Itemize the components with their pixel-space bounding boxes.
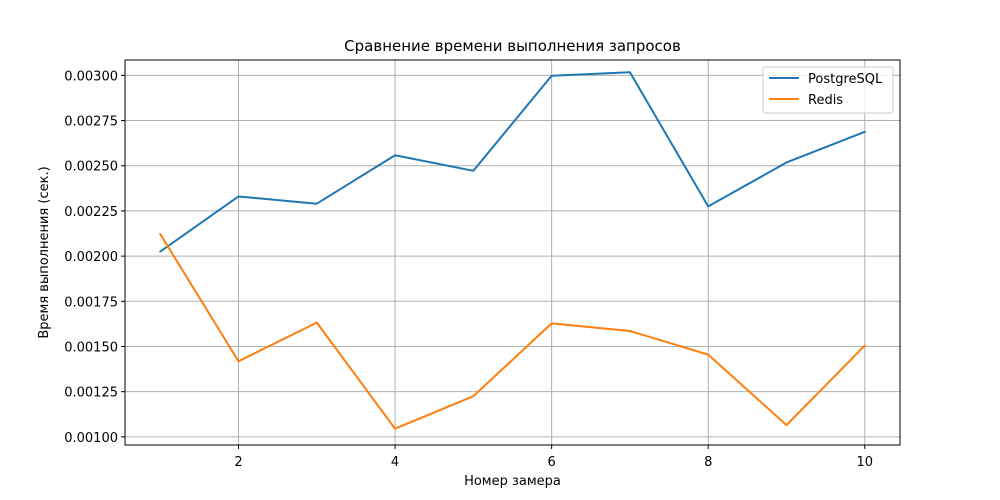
y-tick-label: 0.00225 <box>64 205 118 220</box>
series-line-postgresql <box>159 71 866 253</box>
y-tick-label: 0.00300 <box>64 69 118 84</box>
x-tick-label: 10 <box>856 455 873 470</box>
grid <box>125 60 900 445</box>
x-tick-label: 4 <box>391 455 399 470</box>
x-tick-label: 6 <box>548 455 556 470</box>
x-tick-label: 2 <box>234 455 242 470</box>
y-tick-label: 0.00175 <box>64 295 118 310</box>
y-tick-label: 0.00250 <box>64 160 118 175</box>
plot-area <box>125 60 900 445</box>
series-line-redis <box>159 233 866 430</box>
y-tick-label: 0.00150 <box>64 340 118 355</box>
legend: PostgreSQL Redis <box>762 66 894 114</box>
y-axis-label: Время выполнения (сек.) <box>37 166 52 338</box>
legend-label-redis: Redis <box>808 93 843 108</box>
chart-title: Сравнение времени выполнения запросов <box>344 37 681 55</box>
y-tick-label: 0.00125 <box>64 386 118 401</box>
series-layer <box>159 71 866 430</box>
axis-ticks: 2 4 6 8 10 0.00100 0.00125 0.00150 0.00175 0.0020… <box>64 69 873 470</box>
y-tick-label: 0.00200 <box>64 250 118 265</box>
plot-frame <box>124 59 901 446</box>
y-tick-label: 0.00100 <box>64 431 118 446</box>
x-axis-label: Номер замера <box>464 474 561 489</box>
legend-label-postgresql: PostgreSQL <box>808 72 883 87</box>
x-tick-label: 8 <box>704 455 712 470</box>
y-tick-label: 0.00275 <box>64 115 118 130</box>
